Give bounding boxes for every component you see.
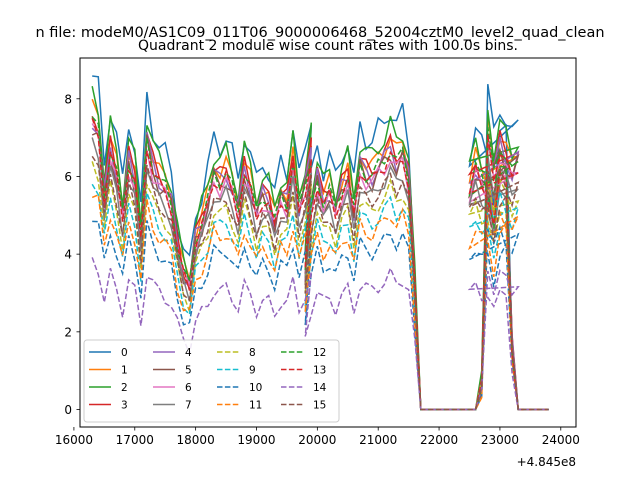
legend-label-13: 13 — [313, 365, 326, 377]
series-lines — [91, 75, 549, 411]
legend-label-4: 4 — [185, 347, 192, 359]
x-offset-label: +4.845e8 — [517, 455, 576, 469]
legend-label-0: 0 — [121, 347, 128, 359]
plot-frame — [79, 57, 577, 428]
y-tick-label: 6 — [64, 170, 72, 184]
legend-label-6: 6 — [185, 382, 192, 394]
series-line-15 — [91, 155, 549, 411]
y-tick-label: 0 — [64, 403, 72, 417]
legend-label-9: 9 — [249, 365, 256, 377]
legend-label-7: 7 — [185, 400, 192, 412]
series-line-2 — [91, 86, 549, 411]
legend-label-10: 10 — [249, 382, 262, 394]
series-line-11 — [91, 193, 549, 411]
legend-label-1: 1 — [121, 365, 128, 377]
x-tick-label: 16000 — [55, 433, 93, 447]
legend-label-8: 8 — [249, 347, 256, 359]
figure-suptitle: n file: modeM0/AS1C09_011T06_9000006468_… — [35, 25, 604, 41]
x-tick-label: 24000 — [542, 433, 580, 447]
legend-label-3: 3 — [121, 400, 128, 412]
y-axis: 0 2 4 6 8 — [64, 92, 80, 417]
chart-title: Quadrant 2 module wise count rates with … — [138, 38, 518, 54]
x-axis: 16000 17000 18000 19000 20000 21000 22000 23000… — [55, 427, 580, 447]
x-tick-label: 23000 — [481, 433, 519, 447]
legend-label-11: 11 — [249, 400, 262, 412]
y-tick-label: 2 — [64, 325, 72, 339]
legend-label-12: 12 — [313, 347, 326, 359]
x-tick-label: 21000 — [359, 433, 397, 447]
x-tick-label: 22000 — [420, 433, 458, 447]
series-line-13 — [91, 117, 549, 411]
x-tick-label: 19000 — [237, 433, 275, 447]
legend-label-2: 2 — [121, 382, 128, 394]
y-tick-label: 8 — [64, 92, 72, 106]
legend-label-15: 15 — [313, 400, 326, 412]
x-tick-label: 17000 — [116, 433, 154, 447]
legend-label-5: 5 — [185, 365, 192, 377]
x-tick-label: 20000 — [298, 433, 336, 447]
series-line-14 — [91, 257, 549, 411]
y-tick-label: 4 — [64, 248, 72, 262]
x-tick-label: 18000 — [177, 433, 215, 447]
legend-box — [83, 339, 340, 423]
legend-label-14: 14 — [313, 382, 327, 394]
series-line-10 — [92, 220, 549, 411]
